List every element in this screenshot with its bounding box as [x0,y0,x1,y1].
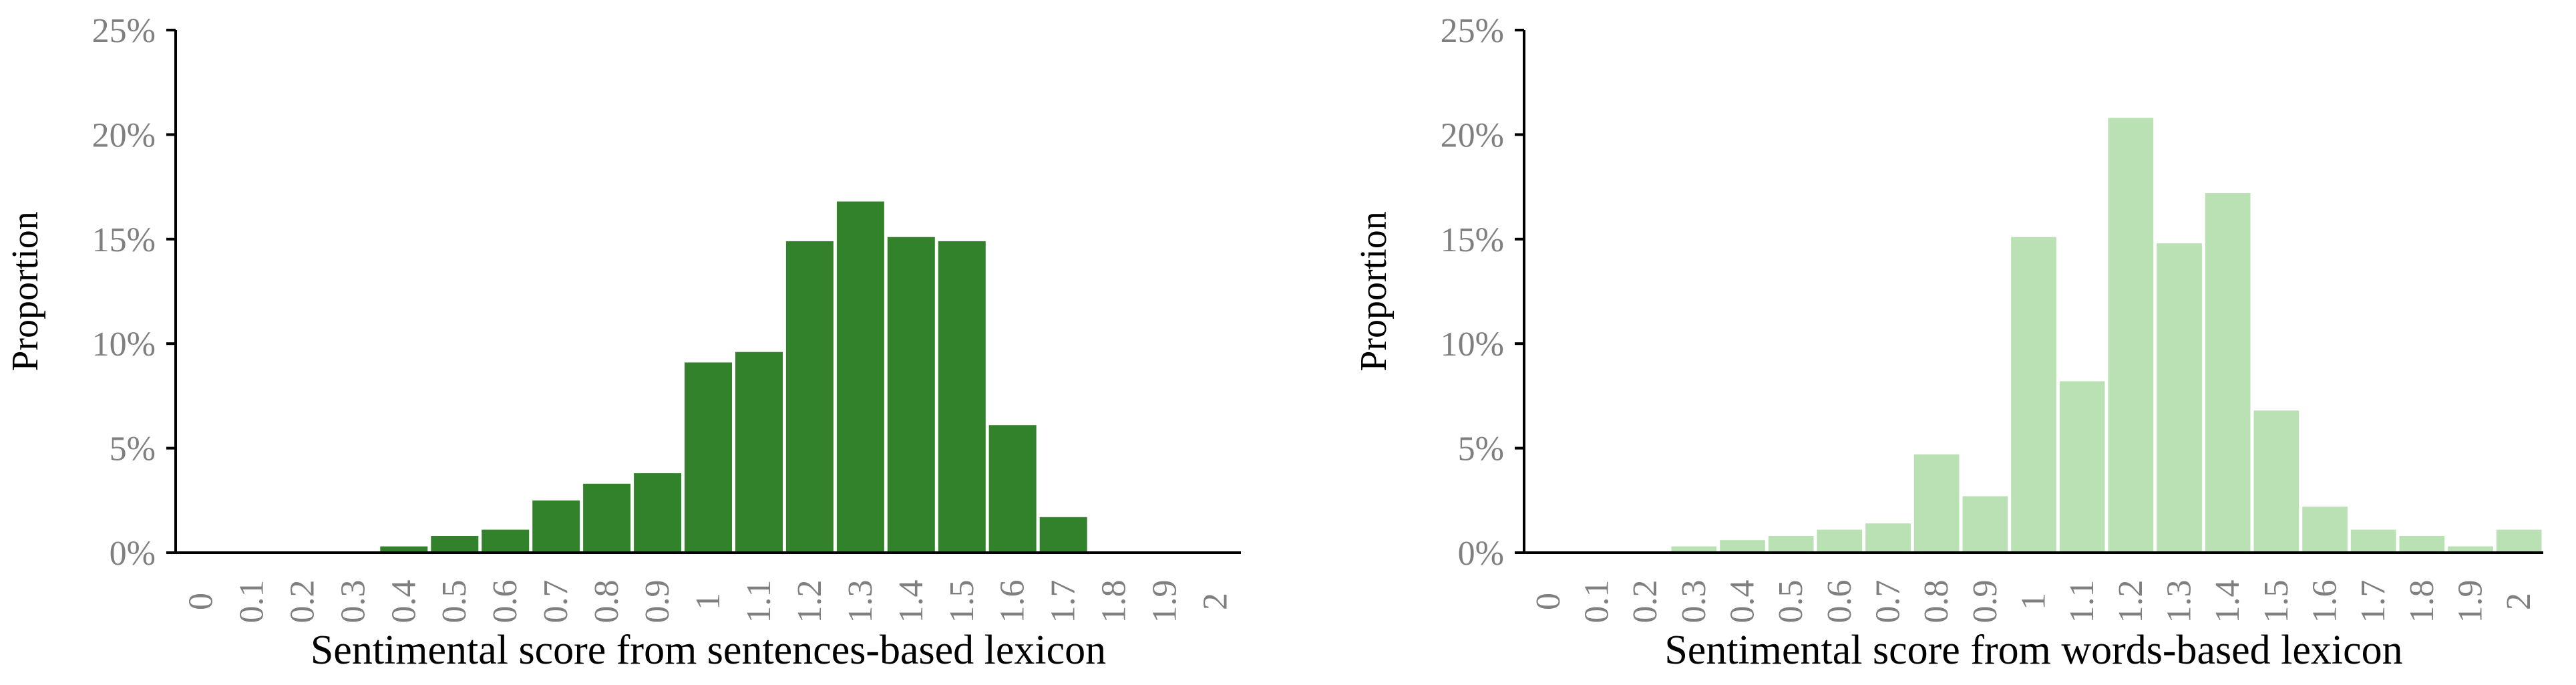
x-tick-label: 0.8 [588,580,626,624]
x-tick-label: 1.6 [2306,580,2344,624]
x-tick-label: 1.4 [2209,580,2247,624]
y-tick-label: 15% [1441,221,1504,259]
y-tick-label: 25% [1441,12,1504,50]
y-tick-label: 0% [1458,535,1504,573]
y-axis-title: Proportion [5,211,46,372]
x-tick-label: 1.6 [994,579,1032,623]
bar-1.2 [2108,118,2154,553]
bar-1.2 [785,241,834,553]
x-tick-label: 0.6 [1821,579,1859,623]
x-tick-label: 0.9 [638,579,677,623]
y-tick-label: 20% [1441,116,1504,154]
x-tick-label: 1.5 [943,580,981,624]
bar-0.7 [1865,523,1911,553]
bar-0.8 [583,483,631,553]
bar-0.6 [1817,529,1863,553]
x-tick-label: 0.2 [283,580,321,624]
y-tick-label: 25% [92,12,156,50]
x-tick-label: 1.5 [2257,579,2295,623]
x-tick-label: 1.2 [2112,579,2150,623]
x-tick-label: 0.8 [1917,580,1956,624]
x-tick-label: 1.7 [1045,580,1083,624]
bar-1.1 [735,352,783,553]
x-tick-label: 0.9 [1966,579,2004,623]
x-axis-title: Sentimental score from words-based lexic… [1664,628,2402,673]
bar-1.9 [2448,546,2493,553]
bar-0.9 [1962,496,2008,553]
bar-1.7 [1039,517,1087,553]
x-tick-label: 1.9 [1146,580,1184,624]
x-tick-label: 1.8 [2403,579,2441,623]
y-tick-label: 0% [110,535,156,573]
bar-1 [2011,237,2056,553]
x-tick-label: 0.4 [1724,580,1762,624]
x-tick-label: 1.1 [740,580,778,624]
bar-0.6 [482,529,530,553]
y-axis-title: Proportion [1353,211,1395,372]
bar-1 [685,362,732,553]
bar-0.8 [1913,454,1960,553]
bar-1.4 [887,237,935,553]
bar-1.3 [836,201,884,553]
x-axis-title: Sentimental score from sentences-based l… [311,628,1106,673]
right-histogram: 0% 5% 10% 15% 20% 25% 0 0.1 0.2 0.3 0.4 0.5 0.6 0.7 0.… [1353,12,2543,673]
x-tick-label: 0.1 [232,579,270,623]
y-tick-label: 5% [1458,430,1504,468]
bar-2 [2496,529,2542,553]
bar-0.9 [634,473,682,553]
x-tick-label: 0.7 [537,579,575,623]
bar-1.4 [2205,193,2251,553]
x-tick-label: 1.9 [2452,580,2490,624]
x-tick-label: 2 [2500,593,2538,610]
y-tick-label: 20% [92,116,156,154]
bar-1.6 [2302,507,2348,553]
x-tick-label: 0.5 [1772,580,1810,624]
x-tick-label: 0 [1529,593,1568,610]
y-tick-label: 15% [92,221,156,259]
bar-1.3 [2157,243,2202,553]
x-tick-label: 1.3 [842,580,880,624]
x-tick-label: 1 [689,593,727,610]
x-tick-label: 1.2 [791,579,829,623]
bar-1.5 [2253,410,2299,553]
bar-1.8 [2399,536,2445,553]
x-tick-label: 0.2 [1626,580,1664,624]
x-tick-label: 0.5 [435,579,474,623]
x-tick-label: 1.4 [892,579,930,623]
bar-0.5 [1768,536,1814,553]
x-tick-label: 1.7 [2354,580,2392,624]
bar-0.7 [532,500,580,553]
x-tick-label: 0.4 [385,580,423,624]
bar-1.5 [938,241,986,553]
x-tick-label: 0.1 [1578,580,1616,624]
y-tick-label: 10% [92,325,156,364]
bar-0.5 [431,536,479,553]
x-tick-label: 1.3 [2161,580,2199,624]
bar-1.7 [2350,529,2396,553]
x-tick-label: 0.6 [486,580,524,624]
bar-0.4 [1720,540,1765,553]
x-tick-label: 0.7 [1869,580,1907,624]
x-tick-label: 0.3 [334,579,372,623]
x-tick-label: 0.3 [1675,579,1713,623]
bar-1.6 [988,425,1037,553]
x-tick-label: 1.1 [2063,580,2101,624]
x-tick-label: 1.8 [1095,579,1133,623]
y-tick-label: 5% [110,430,156,468]
y-tick-label: 10% [1441,325,1504,364]
bar-1.1 [2059,381,2105,553]
x-tick-label: 1 [2015,593,2053,610]
bar-0.4 [380,546,428,553]
x-tick-label: 2 [1197,593,1235,610]
bar-0.3 [1671,546,1717,553]
x-tick-label: 0 [182,593,220,610]
left-histogram: 0% 5% 10% 15% 20% 25% 0 0.1 0.2 0.3 0.4 0.5 0.6 0.7 0.… [5,12,1241,673]
